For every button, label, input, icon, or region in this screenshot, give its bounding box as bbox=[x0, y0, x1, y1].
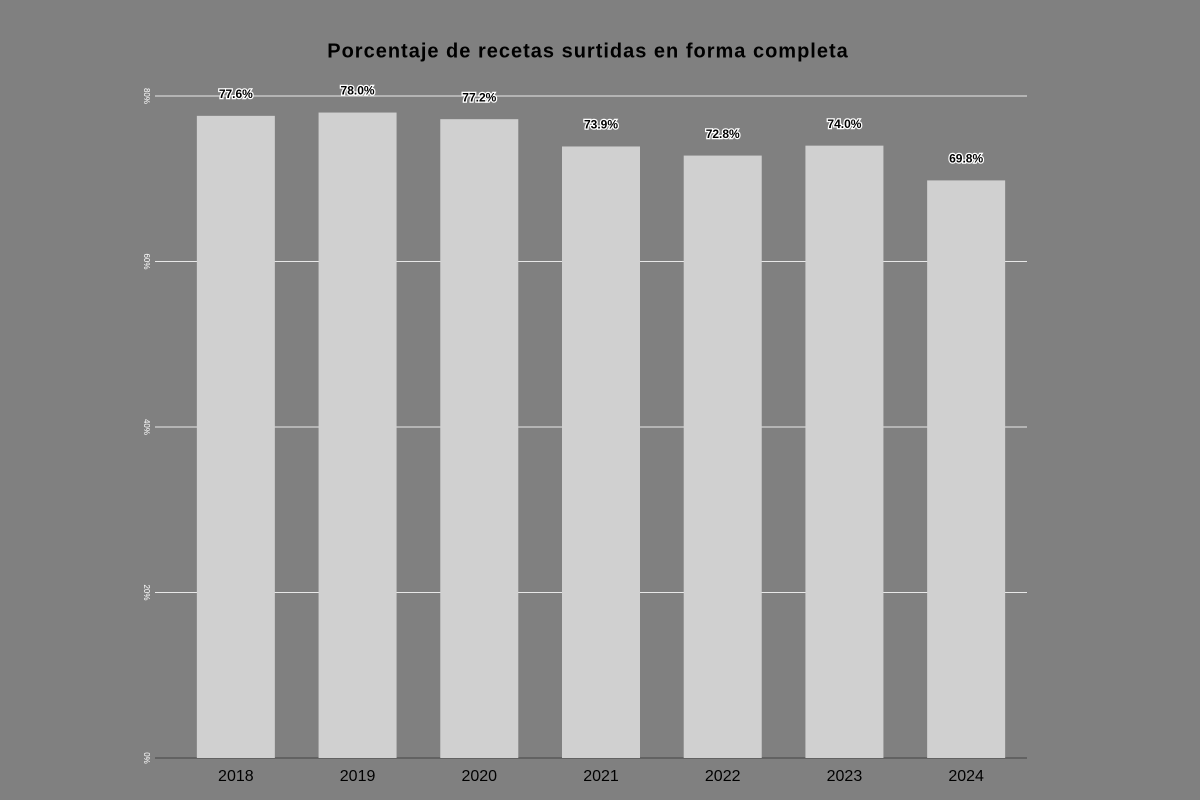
y-tick-label: 60% bbox=[142, 253, 151, 269]
y-tick-label: 20% bbox=[142, 584, 151, 600]
data-label: 69.8% bbox=[949, 152, 983, 166]
y-tick-label: 40% bbox=[142, 419, 151, 435]
bar bbox=[805, 145, 884, 758]
bar bbox=[440, 119, 519, 759]
y-tick-label: 0% bbox=[142, 752, 151, 764]
data-label: 72.8% bbox=[706, 127, 740, 141]
data-label: 77.6% bbox=[219, 87, 253, 101]
x-tick-label: 2020 bbox=[461, 768, 497, 785]
bar bbox=[562, 146, 640, 759]
x-tick-label: 2023 bbox=[827, 768, 863, 785]
bar bbox=[196, 115, 275, 759]
data-label: 73.9% bbox=[584, 118, 618, 132]
bar bbox=[318, 112, 397, 759]
x-tick-label: 2024 bbox=[948, 768, 984, 785]
bar bbox=[683, 155, 762, 758]
data-label: 78.0% bbox=[341, 84, 375, 98]
data-label: 74.0% bbox=[827, 117, 861, 131]
x-tick-label: 2018 bbox=[218, 768, 254, 785]
x-tick-label: 2021 bbox=[583, 768, 619, 785]
x-tick-label: 2022 bbox=[705, 768, 741, 785]
y-tick-label: 80% bbox=[142, 88, 151, 104]
chart-title: Porcentaje de recetas surtidas en forma … bbox=[327, 40, 849, 62]
data-label: 77.2% bbox=[462, 90, 496, 104]
bar bbox=[927, 180, 1006, 758]
x-tick-label: 2019 bbox=[340, 768, 376, 785]
